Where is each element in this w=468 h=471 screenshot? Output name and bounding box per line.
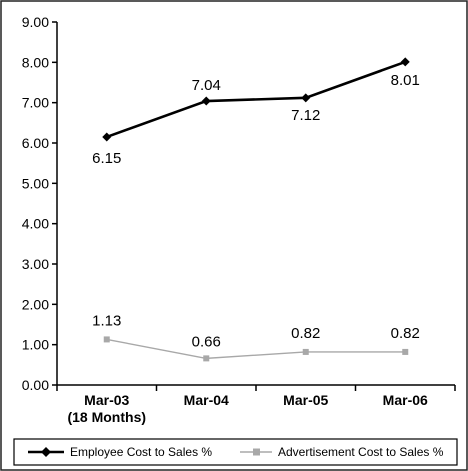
series-line-1 — [106, 338, 406, 360]
y-tick-label: 0.00 — [22, 377, 49, 393]
x-tick-label: Mar-06 — [383, 392, 428, 408]
data-label: 7.04 — [192, 77, 221, 94]
legend-box — [13, 438, 458, 466]
y-tick-label: 3.00 — [22, 256, 49, 272]
legend-label-advertisement: Advertisement Cost to Sales % — [278, 445, 444, 459]
y-tick-label: 2.00 — [22, 296, 49, 312]
y-tick-label: 4.00 — [22, 216, 49, 232]
data-label: 0.66 — [192, 333, 221, 350]
data-point-square — [402, 348, 409, 355]
y-tick-label: 5.00 — [22, 175, 49, 191]
y-tick-label: 1.00 — [22, 337, 49, 353]
x-tick-label: Mar-03 — [84, 392, 129, 408]
data-point-diamond — [301, 93, 311, 103]
data-point-square — [103, 336, 110, 343]
data-label: 0.82 — [391, 325, 420, 342]
x-tick-sublabel: (18 Months) — [67, 409, 146, 425]
x-tick-label: Mar-05 — [283, 392, 328, 408]
data-point-diamond — [400, 57, 410, 67]
data-label: 0.82 — [291, 325, 320, 342]
data-point-diamond — [102, 132, 112, 142]
legend-label-employee: Employee Cost to Sales % — [70, 445, 212, 459]
data-label: 8.01 — [391, 72, 420, 89]
y-tick-label: 7.00 — [22, 95, 49, 111]
legend-marker-diamond — [41, 447, 51, 457]
y-tick-label: 8.00 — [22, 54, 49, 70]
legend-marker-square — [253, 448, 260, 456]
data-point-diamond — [201, 96, 211, 106]
series-line-0 — [106, 60, 406, 139]
data-label: 7.12 — [291, 107, 320, 124]
data-label: 1.13 — [92, 312, 121, 329]
data-label: 6.15 — [92, 150, 121, 167]
y-tick-label: 6.00 — [22, 135, 49, 151]
x-tick-label: Mar-04 — [184, 392, 229, 408]
data-point-square — [203, 355, 210, 362]
y-tick-label: 9.00 — [22, 14, 49, 30]
data-point-square — [302, 348, 309, 355]
